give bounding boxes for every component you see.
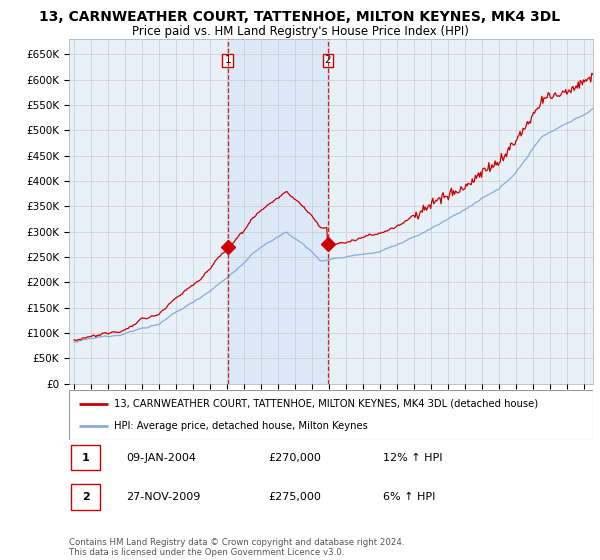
Text: 27-NOV-2009: 27-NOV-2009 — [127, 492, 201, 502]
Text: £275,000: £275,000 — [268, 492, 321, 502]
Text: 2: 2 — [325, 55, 331, 66]
Text: 6% ↑ HPI: 6% ↑ HPI — [383, 492, 436, 502]
FancyBboxPatch shape — [71, 484, 100, 510]
Text: 09-JAN-2004: 09-JAN-2004 — [127, 453, 197, 463]
Text: 13, CARNWEATHER COURT, TATTENHOE, MILTON KEYNES, MK4 3DL (detached house): 13, CARNWEATHER COURT, TATTENHOE, MILTON… — [113, 399, 538, 409]
Bar — [227, 39, 328, 384]
Text: 13, CARNWEATHER COURT, TATTENHOE, MILTON KEYNES, MK4 3DL: 13, CARNWEATHER COURT, TATTENHOE, MILTON… — [40, 10, 560, 24]
Text: 1: 1 — [224, 55, 231, 66]
Text: Contains HM Land Registry data © Crown copyright and database right 2024.
This d: Contains HM Land Registry data © Crown c… — [69, 538, 404, 557]
Text: 1: 1 — [82, 453, 89, 463]
Text: 12% ↑ HPI: 12% ↑ HPI — [383, 453, 443, 463]
FancyBboxPatch shape — [71, 445, 100, 470]
Text: 2: 2 — [82, 492, 89, 502]
Text: Price paid vs. HM Land Registry's House Price Index (HPI): Price paid vs. HM Land Registry's House … — [131, 25, 469, 38]
Text: £270,000: £270,000 — [268, 453, 321, 463]
Text: HPI: Average price, detached house, Milton Keynes: HPI: Average price, detached house, Milt… — [113, 421, 367, 431]
